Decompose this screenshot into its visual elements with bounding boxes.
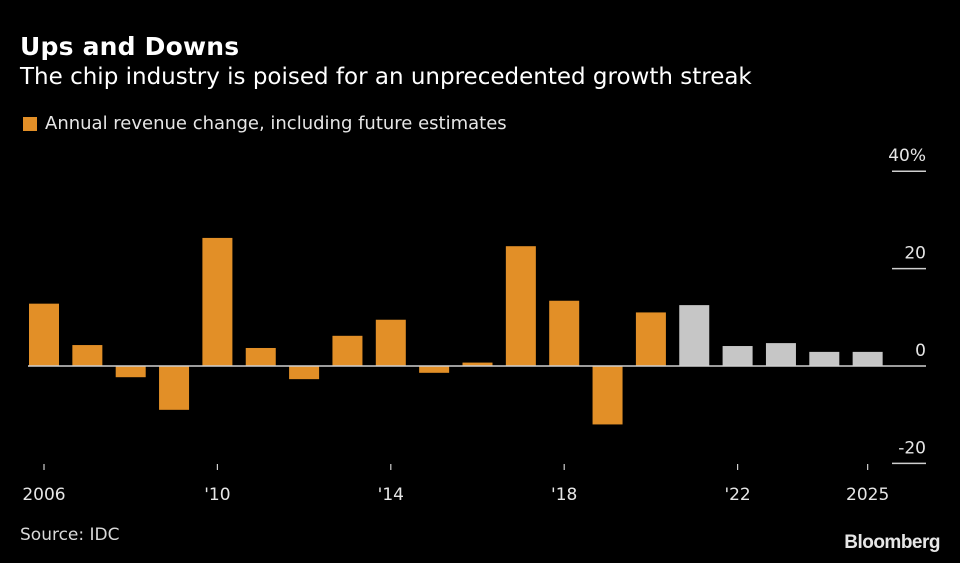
x-tick-label: 2025 — [846, 485, 889, 505]
bar-2010 — [202, 237, 233, 366]
bar-2016 — [462, 362, 493, 366]
x-tick-label: '22 — [724, 485, 750, 505]
legend-swatch — [23, 116, 37, 131]
source-note: Source: IDC — [20, 525, 120, 545]
bar-2009 — [159, 366, 190, 410]
chart-title: Ups and Downs — [20, 32, 240, 61]
bar-estimate-2024 — [809, 351, 840, 366]
bar-2013 — [332, 335, 363, 366]
y-tick-label: 40% — [888, 146, 926, 166]
bar-2018 — [549, 300, 580, 366]
x-tick-label: '10 — [204, 485, 230, 505]
x-tick-label: '18 — [551, 485, 577, 505]
bar-estimate-2022 — [722, 346, 753, 366]
bar-2015 — [419, 366, 450, 373]
bar-estimate-2023 — [765, 343, 796, 366]
bar-2020 — [635, 312, 666, 366]
y-tick-label: -20 — [898, 438, 926, 458]
bar-2019 — [592, 366, 623, 425]
y-tick-label: 0 — [915, 341, 926, 361]
bar-2014 — [375, 319, 406, 366]
bloomberg-logo: Bloomberg — [844, 532, 940, 553]
bar-2008 — [115, 366, 146, 378]
bar-2007 — [72, 345, 103, 366]
bar-estimate-2025 — [852, 351, 883, 366]
x-tick-label: 2006 — [22, 485, 65, 505]
bar-estimate-2021 — [679, 305, 710, 366]
legend: Annual revenue change, including future … — [23, 113, 507, 134]
bar-2017 — [505, 246, 536, 366]
x-tick-label: '14 — [378, 485, 404, 505]
legend-label: Annual revenue change, including future … — [45, 113, 507, 134]
bar-2012 — [289, 366, 320, 380]
chart-subtitle: The chip industry is poised for an unpre… — [20, 64, 752, 90]
y-tick-label: 20 — [904, 244, 926, 264]
bar-2006 — [29, 303, 59, 366]
bar-2011 — [245, 347, 276, 366]
